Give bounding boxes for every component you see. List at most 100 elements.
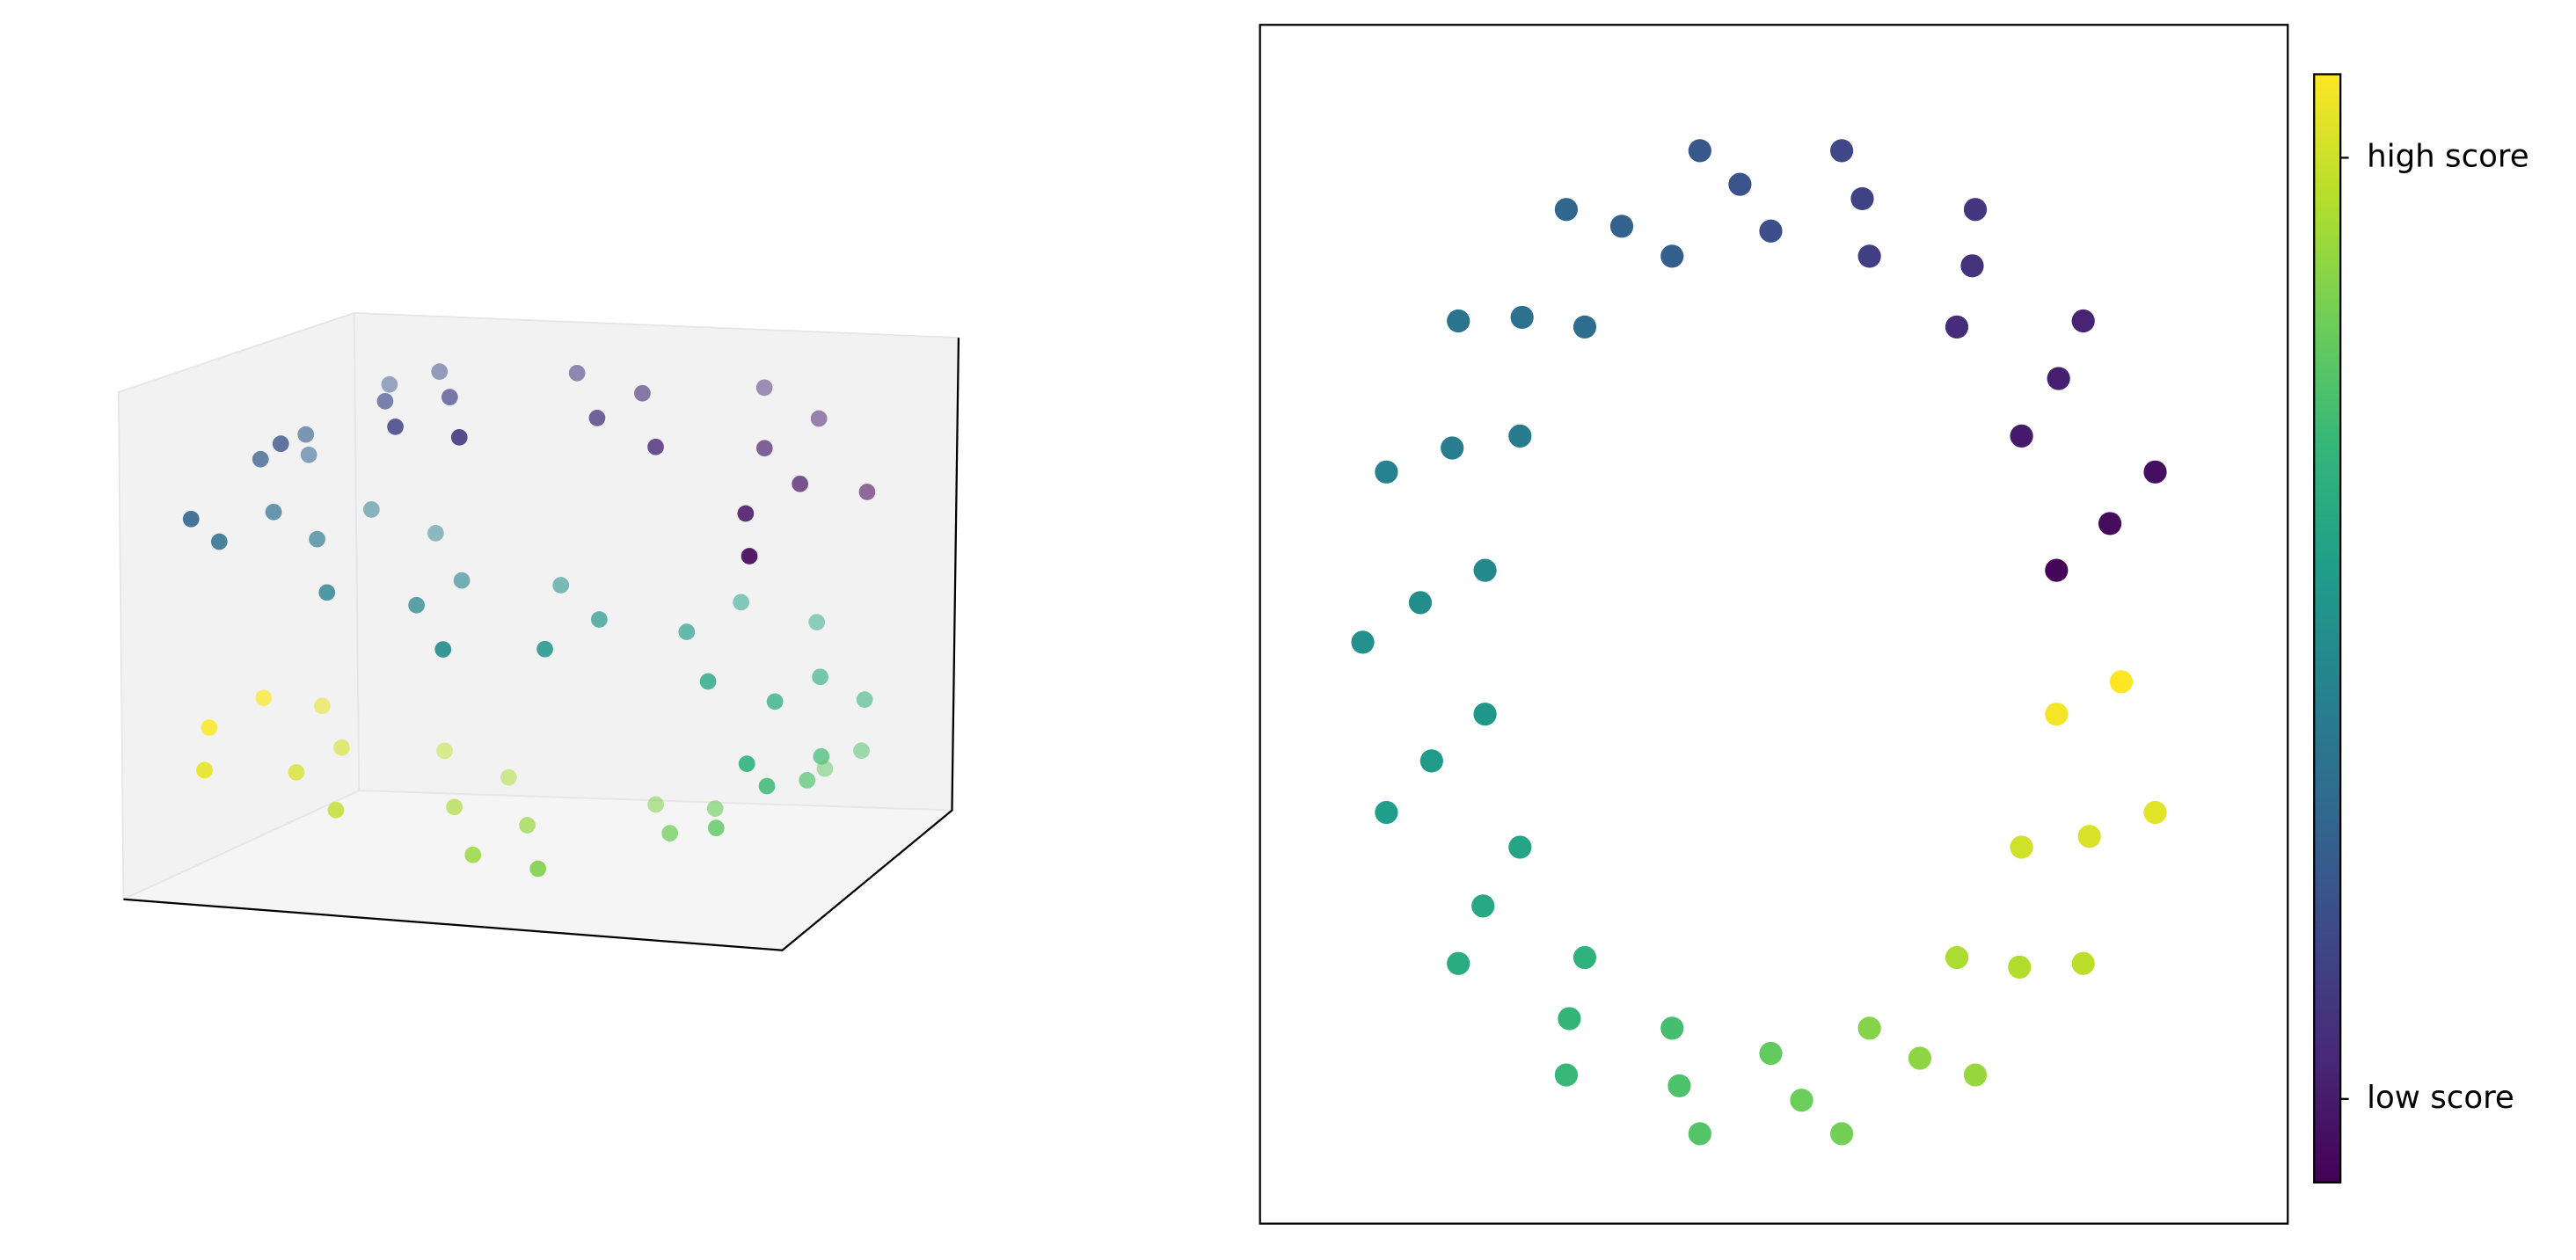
point [1667, 1074, 1691, 1097]
point [766, 693, 784, 710]
point [446, 798, 463, 816]
point [182, 510, 200, 528]
point [1790, 1089, 1813, 1112]
point [309, 530, 325, 548]
point [2143, 460, 2167, 484]
point [2071, 951, 2095, 975]
point [706, 800, 724, 817]
point [333, 739, 350, 756]
point [856, 691, 873, 708]
point [591, 611, 608, 628]
point [853, 742, 870, 760]
point [1471, 894, 1495, 918]
point [737, 505, 755, 522]
point [1660, 1016, 1684, 1040]
point [810, 410, 828, 427]
point [1573, 315, 1597, 339]
point [288, 763, 305, 781]
point [1558, 1007, 1581, 1031]
point [314, 697, 331, 715]
point [816, 760, 834, 777]
point [1609, 215, 1634, 238]
axes-frame [1259, 24, 2289, 1225]
point [1473, 703, 1497, 726]
point [755, 379, 773, 397]
point [799, 772, 816, 789]
point [812, 668, 828, 686]
point [858, 484, 876, 500]
point [265, 503, 282, 521]
point [1351, 630, 1375, 654]
point [1419, 749, 1443, 773]
point [792, 475, 809, 492]
point [738, 755, 755, 773]
point [196, 761, 213, 779]
point [1945, 945, 1969, 970]
point [1510, 305, 1534, 330]
point [464, 846, 482, 863]
point [2010, 835, 2033, 859]
point [1508, 424, 1532, 448]
point [210, 533, 228, 550]
point [707, 819, 725, 837]
point [1554, 198, 1579, 222]
point [529, 860, 547, 878]
point [1728, 172, 1752, 196]
point [1829, 1122, 1854, 1146]
point [1963, 198, 1988, 222]
point [427, 525, 444, 542]
point [568, 364, 586, 382]
point [387, 418, 404, 435]
points-2d [1351, 139, 2167, 1146]
point [381, 375, 398, 393]
point [363, 501, 380, 518]
point [1759, 219, 1783, 243]
point [2045, 703, 2069, 726]
point [1447, 309, 1470, 333]
point [1759, 1041, 1783, 1066]
axes-3d [117, 311, 960, 951]
point [318, 584, 336, 601]
point [647, 796, 664, 813]
point [255, 689, 273, 707]
point [1375, 460, 1398, 484]
point [519, 817, 536, 834]
point [1508, 835, 1532, 859]
point [408, 596, 425, 614]
point [2008, 955, 2032, 979]
point [376, 392, 394, 410]
point [1960, 254, 1984, 278]
point [453, 572, 471, 589]
point [1573, 945, 1597, 970]
point [1908, 1046, 1932, 1070]
colorbar-tick-label: low score [2367, 1080, 2514, 1116]
point [1857, 1016, 1881, 1040]
point [699, 673, 717, 690]
point [1473, 558, 1497, 582]
point [2143, 800, 2167, 825]
point [272, 435, 289, 453]
points-3d [182, 363, 876, 878]
point [1829, 139, 1854, 163]
point [1375, 800, 1398, 825]
colorbar [2313, 73, 2342, 1184]
point [2045, 558, 2069, 582]
axis-edges [123, 338, 960, 951]
point [1441, 436, 1464, 460]
point [434, 641, 452, 658]
point [2109, 670, 2134, 694]
point [808, 614, 826, 630]
point [327, 801, 345, 819]
point [552, 577, 570, 594]
point [1554, 1063, 1579, 1087]
point [1408, 591, 1433, 615]
point [2071, 309, 2095, 333]
pane-back [353, 312, 960, 812]
colorbar-ticks: low score high score [2340, 138, 2529, 1116]
point [536, 640, 553, 658]
point [201, 719, 218, 736]
point [1850, 186, 1874, 211]
point [758, 777, 776, 795]
